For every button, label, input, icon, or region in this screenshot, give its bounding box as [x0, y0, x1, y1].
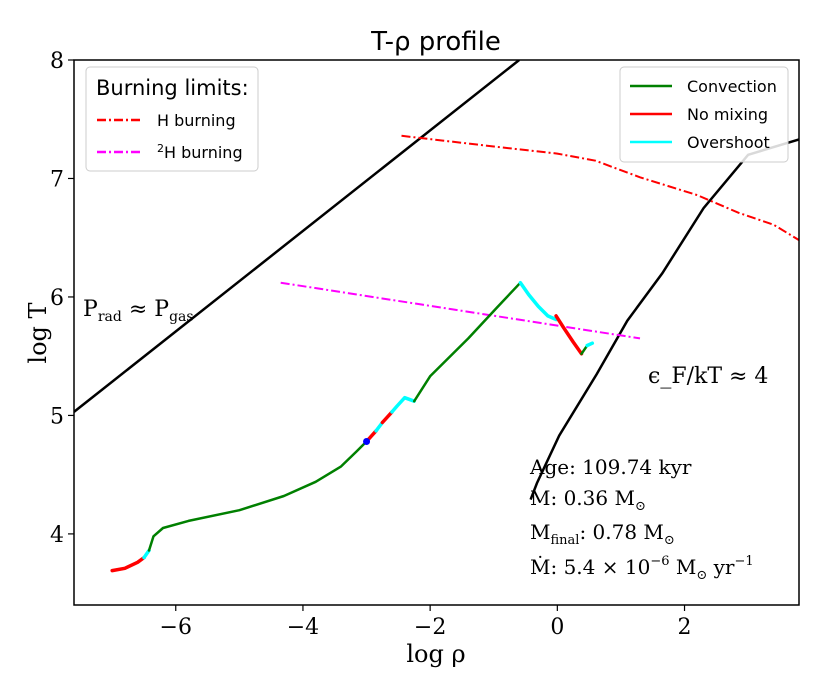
burning-limit-lines — [280, 134, 799, 340]
mfinal-m: M — [530, 520, 550, 544]
profile-segment-convection — [412, 281, 522, 403]
x-axis-ticks: −6 −4 −2 0 2 — [160, 605, 692, 640]
mass-text: M: 0.36 M⊙ — [530, 486, 646, 514]
profile-segment-overshoot — [142, 548, 151, 560]
y-axis-label: log T — [24, 302, 52, 363]
chart-title: T-ρ profile — [370, 27, 501, 57]
x-tick-label: −4 — [287, 615, 319, 640]
mdot-year-exponent: −1 — [734, 554, 753, 569]
mfinal-sub: final — [550, 533, 579, 548]
y-tick-label: 7 — [50, 167, 64, 192]
mfinal-text: Mfinal: 0.78 M⊙ — [530, 520, 675, 548]
current-point-marker — [363, 438, 371, 445]
prad-label-approx: ≈ P — [122, 297, 169, 322]
chart-title-text: T-ρ profile — [370, 27, 501, 57]
mfinal-sun-symbol: ⊙ — [664, 533, 675, 548]
mdot-year: yr — [707, 555, 735, 579]
current-point-layer — [363, 438, 371, 445]
x-tick-label: 0 — [550, 615, 564, 640]
burning-legend-title: Burning limits: — [96, 76, 249, 100]
x-tick-label: 2 — [678, 615, 692, 640]
y-tick-label: 5 — [50, 404, 64, 429]
y-axis-ticks: 4 5 6 7 8 — [50, 49, 74, 548]
legend-no-mixing-label: No mixing — [687, 105, 768, 124]
profile-segment-no-mixing — [380, 410, 394, 425]
x-axis-label: log ρ — [406, 640, 465, 668]
pgas-label-sub: gas — [169, 309, 194, 325]
boundary-lines — [74, 60, 799, 501]
stellar-parameters: Age: 109.74 kyr M: 0.36 M⊙ Mfinal: 0.78 … — [529, 455, 754, 583]
mdot-text: Ṁ: 5.4 × 10−6 M⊙ yr−1 — [530, 554, 754, 583]
y-tick-label: 4 — [50, 523, 64, 548]
h2-burning-line — [280, 281, 641, 340]
degeneracy-line — [529, 138, 799, 501]
profile-segment-overshoot — [518, 280, 558, 322]
profile-segment-no-mixing — [110, 555, 146, 573]
plot-frame — [73, 59, 800, 606]
mdot-exponent: −6 — [650, 554, 669, 569]
prad-pgas-line — [74, 60, 520, 413]
legend-h2-text: H burning — [164, 143, 243, 162]
mass-value: M: 0.36 M — [530, 486, 635, 510]
mdot-value: Ṁ: 5.4 × 10 — [530, 555, 650, 579]
legend-h-burning-label: H burning — [157, 111, 236, 130]
burning-legend: Burning limits: H burning 2H burning — [85, 66, 259, 172]
profile-segment-overshoot — [390, 395, 416, 414]
age-text: Age: 109.74 kyr — [529, 455, 692, 479]
degeneracy-label: ϵ_F/kT ≈ 4 — [648, 364, 768, 389]
prad-label-sub: rad — [98, 309, 122, 325]
y-tick-label: 8 — [50, 49, 64, 74]
y-tick-label: 6 — [50, 286, 64, 311]
prad-label-p: P — [83, 297, 98, 322]
burning-legend-box — [85, 66, 259, 172]
mfinal-value: : 0.78 M — [579, 520, 663, 544]
prad-pgas-label: Prad ≈ Pgas — [83, 297, 194, 325]
mdot-sun-symbol: ⊙ — [696, 568, 707, 583]
legend-convection-label: Convection — [687, 77, 777, 96]
mixing-legend-box — [619, 66, 789, 163]
mdot-unit: M — [669, 555, 696, 579]
plot-area — [74, 60, 799, 573]
mass-sun-symbol: ⊙ — [635, 499, 646, 514]
legend-overshoot-label: Overshoot — [687, 133, 770, 152]
legend-h2-superscript: 2 — [157, 142, 164, 155]
legend-h2-burning-label: 2H burning — [157, 142, 243, 162]
mixing-legend: Convection No mixing Overshoot — [619, 66, 789, 163]
x-tick-label: −6 — [160, 615, 192, 640]
profile-segment-no-mixing — [554, 314, 584, 356]
profile-segment-overshoot — [585, 341, 595, 348]
profile-segment-convection — [147, 440, 368, 552]
x-tick-label: −2 — [414, 615, 446, 640]
